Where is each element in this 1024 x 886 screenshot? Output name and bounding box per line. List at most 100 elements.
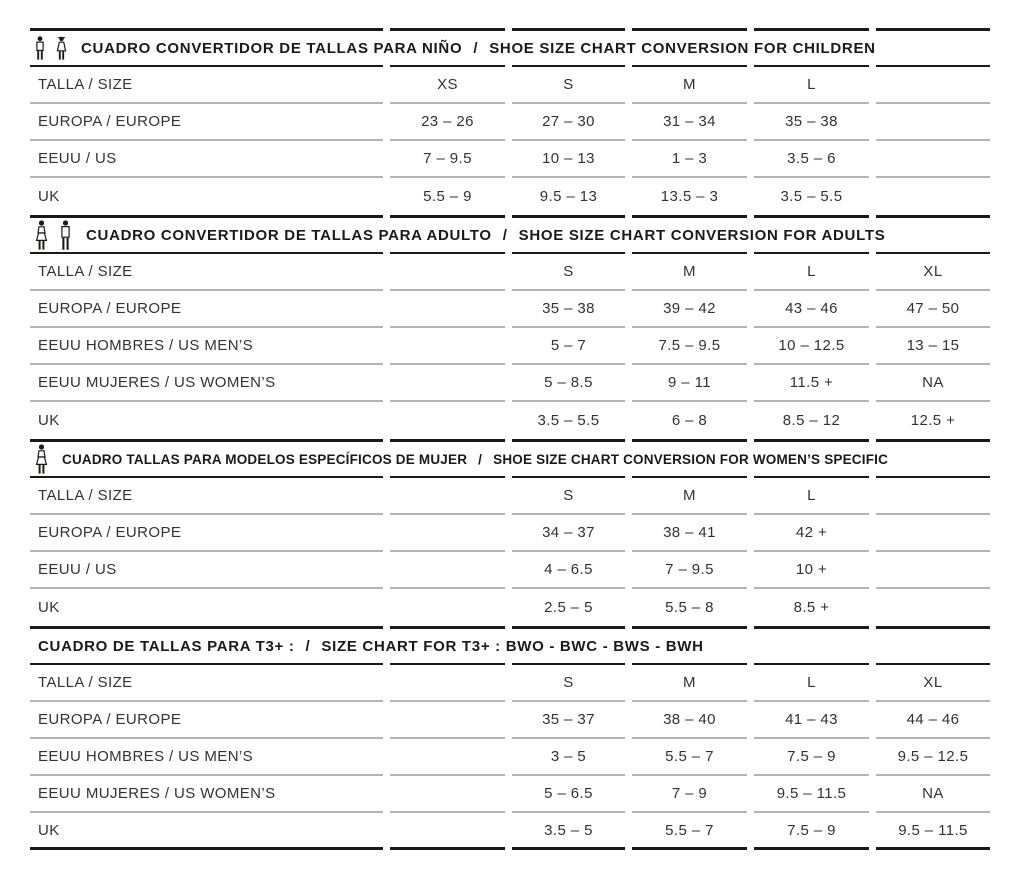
size-cell: [390, 552, 505, 589]
size-cell: 8.5 +: [793, 599, 830, 616]
size-cell: 38 – 41: [632, 515, 747, 552]
table-row: EEUU MUJERES / US WOMEN’S 5 – 6.5 7 – 9 …: [30, 776, 990, 813]
table-row: EUROPA / EUROPE 34 – 37 38 – 41 42 +: [30, 515, 990, 552]
row-label: EUROPA / EUROPE: [30, 702, 383, 739]
row-label: TALLA / SIZE: [30, 665, 383, 702]
title-separator: /: [478, 451, 483, 467]
boy-icon: [36, 35, 44, 60]
size-cell: [390, 515, 505, 552]
icon-group: [34, 35, 68, 61]
table-row: EUROPA / EUROPE 35 – 37 38 – 40 41 – 43 …: [30, 702, 990, 739]
row-label: EEUU HOMBRES / US MEN’S: [30, 739, 383, 776]
size-cell: [876, 67, 990, 104]
size-table-children: CUADRO CONVERTIDOR DE TALLAS PARA NIÑO /…: [30, 28, 990, 215]
icon-group: [34, 443, 49, 475]
size-cell: 1 – 3: [632, 141, 747, 178]
size-cell: [390, 254, 505, 291]
size-cell: 5.5 – 8: [665, 599, 714, 616]
size-cell: 10 – 13: [512, 141, 625, 178]
header-rule-segment: [390, 28, 505, 67]
row-label: UK: [38, 412, 60, 429]
table-row: TALLA / SIZE XS S M L: [30, 67, 990, 104]
section-header-adults: CUADRO CONVERTIDOR DE TALLAS PARA ADULTO…: [30, 215, 990, 254]
size-cell: M: [632, 478, 747, 515]
size-cell: [876, 178, 990, 215]
size-cell: L: [754, 254, 869, 291]
size-cell: 27 – 30: [512, 104, 625, 141]
size-cell: [876, 589, 990, 626]
row-label: EEUU MUJERES / US WOMEN’S: [30, 365, 383, 402]
header-rule-segment: [876, 215, 990, 254]
row-label: EEUU HOMBRES / US MEN’S: [30, 328, 383, 365]
size-cell: L: [754, 478, 869, 515]
icon-group: [34, 219, 73, 251]
size-cell: 3 – 5: [512, 739, 625, 776]
size-cell: 35 – 37: [512, 702, 625, 739]
size-cell: [390, 813, 505, 850]
size-cell: 3.5 – 6: [754, 141, 869, 178]
size-cell: 7.5 – 9.5: [632, 328, 747, 365]
size-cell: 12.5 +: [910, 412, 956, 429]
size-cell: L: [754, 67, 869, 104]
section-title-en: SHOE SIZE CHART CONVERSION FOR WOMEN’S S…: [493, 451, 889, 467]
table-row: UK 2.5 – 5 5.5 – 8 8.5 +: [30, 589, 990, 626]
section-title: CUADRO DE TALLAS PARA T3+ : / SIZE CHART…: [30, 626, 703, 665]
size-cell: [876, 478, 990, 515]
header-rule-segment: [512, 439, 625, 478]
table-row: EEUU HOMBRES / US MEN’S 3 – 5 5.5 – 7 7.…: [30, 739, 990, 776]
section-title-en: SHOE SIZE CHART CONVERSION FOR ADULTS: [518, 226, 886, 244]
table-row: UK 5.5 – 9 9.5 – 13 13.5 – 3 3.5 – 5.5: [30, 178, 990, 215]
header-rule-segment: [390, 626, 505, 665]
size-cell: 9 – 11: [632, 365, 747, 402]
header-rule-segment: [390, 215, 505, 254]
table-row: EUROPA / EUROPE 23 – 26 27 – 30 31 – 34 …: [30, 104, 990, 141]
header-rule-segment: [754, 439, 869, 478]
size-cell: 6 – 8: [671, 412, 708, 429]
size-cell: [876, 552, 990, 589]
size-cell: 5 – 7: [512, 328, 625, 365]
header-rule-segment: [876, 626, 990, 665]
size-cell: [876, 515, 990, 552]
table-row: EUROPA / EUROPE 35 – 38 39 – 42 43 – 46 …: [30, 291, 990, 328]
size-cell: 5.5 – 7: [632, 739, 747, 776]
size-cell: 38 – 40: [632, 702, 747, 739]
size-chart-page: CUADRO CONVERTIDOR DE TALLAS PARA NIÑO /…: [30, 28, 990, 850]
header-rule-segment: [632, 28, 747, 67]
size-cell: M: [632, 67, 747, 104]
size-cell: [876, 141, 990, 178]
size-cell: NA: [876, 776, 990, 813]
size-cell: 7.5 – 9: [754, 813, 869, 850]
table-row: TALLA / SIZE S M L XL: [30, 254, 990, 291]
woman-icon: [35, 443, 48, 474]
size-cell: 47 – 50: [876, 291, 990, 328]
row-label: EEUU MUJERES / US WOMEN’S: [30, 776, 383, 813]
size-cell: [390, 328, 505, 365]
size-cell: 9.5 – 12.5: [876, 739, 990, 776]
header-rule-segment: [876, 439, 990, 478]
size-cell: 5.5 – 9: [423, 188, 472, 205]
header-rule-segment: [754, 626, 869, 665]
size-cell: 39 – 42: [632, 291, 747, 328]
size-cell: 3.5 – 5.5: [537, 412, 600, 429]
size-table-adults: CUADRO CONVERTIDOR DE TALLAS PARA ADULTO…: [30, 215, 990, 439]
row-label: UK: [38, 188, 60, 205]
header-rule-segment: [754, 215, 869, 254]
size-cell: [390, 665, 505, 702]
size-cell: [390, 776, 505, 813]
size-cell: 4 – 6.5: [512, 552, 625, 589]
size-table-t3plus: CUADRO DE TALLAS PARA T3+ : / SIZE CHART…: [30, 626, 990, 850]
size-cell: 13 – 15: [876, 328, 990, 365]
row-label: TALLA / SIZE: [30, 67, 383, 104]
size-cell: [390, 702, 505, 739]
header-rule-segment: [632, 626, 747, 665]
size-cell: 7 – 9.5: [632, 552, 747, 589]
girl-icon: [56, 36, 67, 60]
size-cell: 34 – 37: [512, 515, 625, 552]
header-rule-segment: [512, 626, 625, 665]
size-cell: 35 – 38: [754, 104, 869, 141]
table-row: EEUU / US 7 – 9.5 10 – 13 1 – 3 3.5 – 6: [30, 141, 990, 178]
size-cell: S: [512, 665, 625, 702]
size-cell: 10 – 12.5: [754, 328, 869, 365]
title-separator: /: [502, 226, 508, 244]
size-cell: 5 – 6.5: [512, 776, 625, 813]
